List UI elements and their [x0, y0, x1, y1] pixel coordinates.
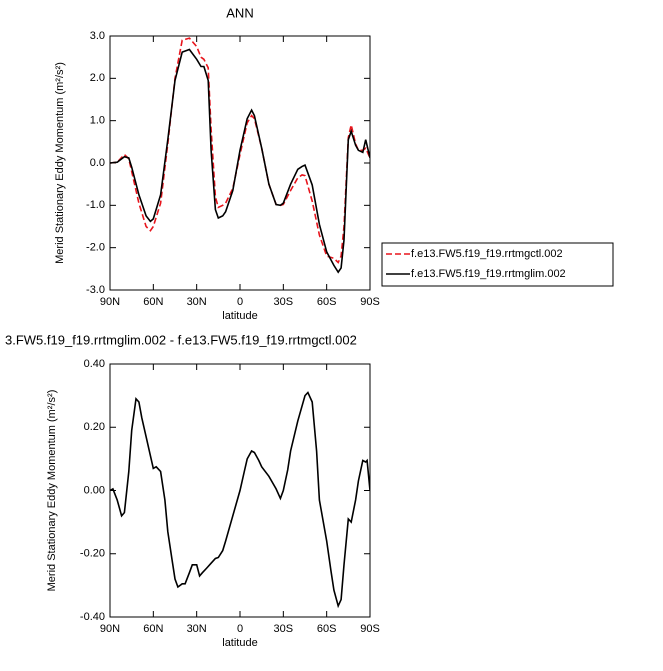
y-tick-label: -2.0: [86, 242, 105, 254]
x-tick-label: 60N: [143, 623, 163, 635]
x-tick-label: 90S: [360, 623, 380, 635]
x-tick-label: 30S: [274, 296, 294, 308]
x-axis-label: latitude: [222, 310, 257, 322]
x-tick-label: 0: [237, 296, 243, 308]
x-tick-label: 30S: [274, 623, 294, 635]
x-tick-label: 30N: [187, 623, 207, 635]
y-axis-label: Merid Stationary Eddy Momentum (m²/s²): [46, 390, 58, 592]
x-tick-label: 90N: [100, 296, 120, 308]
chart-title: ANN: [226, 5, 253, 20]
x-tick-label: 60S: [317, 623, 337, 635]
chart-title: 3.FW5.f19_f19.rrtmglim.002 - f.e13.FW5.f…: [5, 332, 357, 347]
y-tick-label: 3.0: [90, 30, 105, 42]
y-axis-label: Merid Stationary Eddy Momentum (m²/s²): [54, 62, 66, 264]
plot-frame: [109, 35, 371, 291]
plot-frame: [109, 363, 371, 618]
y-tick-label: -1.0: [86, 199, 105, 211]
legend-box: [381, 242, 614, 287]
data-line: [110, 391, 370, 609]
y-tick-label: -0.20: [80, 548, 105, 560]
y-tick-label: 0.20: [84, 421, 105, 433]
y-tick-label: 0.00: [84, 484, 105, 496]
y-tick-label: -0.40: [80, 611, 105, 623]
legend-label: f.e13.FW5.f19_f19.rrtmglim.002: [411, 268, 566, 280]
y-tick-label: 2.0: [90, 72, 105, 84]
y-tick-label: 0.40: [84, 358, 105, 370]
x-tick-label: 60N: [143, 296, 163, 308]
x-tick-label: 90S: [360, 296, 380, 308]
legend-label: f.e13.FW5.f19_f19.rrtmgctl.002: [411, 248, 563, 260]
data-line: [110, 37, 370, 264]
x-tick-label: 30N: [187, 296, 207, 308]
y-tick-label: 1.0: [90, 115, 105, 127]
x-tick-label: 90N: [100, 623, 120, 635]
x-tick-label: 0: [237, 623, 243, 635]
x-axis-label: latitude: [222, 637, 257, 649]
data-line: [110, 48, 370, 274]
y-tick-label: -3.0: [86, 284, 105, 296]
x-tick-label: 60S: [317, 296, 337, 308]
y-tick-label: 0.0: [90, 157, 105, 169]
